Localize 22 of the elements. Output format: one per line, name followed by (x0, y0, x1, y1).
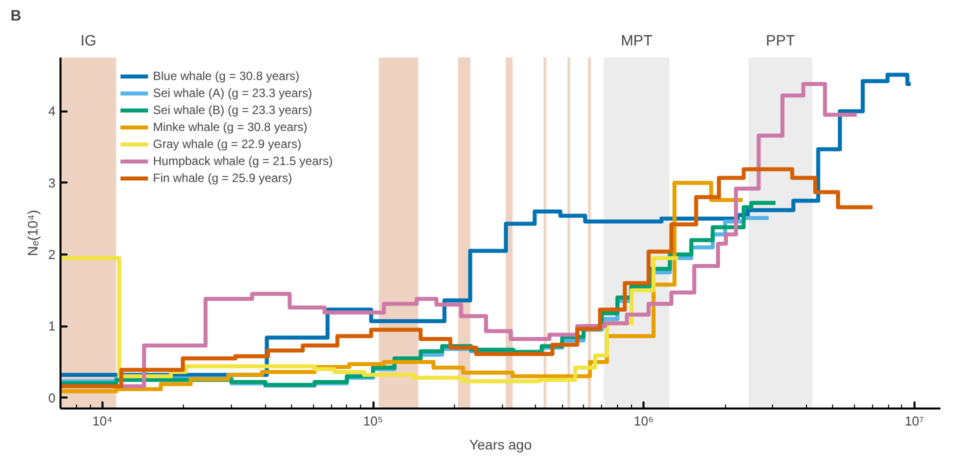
x-tick-label: 10⁷ (904, 414, 924, 428)
x-tick-label: 10⁵ (363, 414, 383, 428)
legend-label: Gray whale (g = 22.9 years) (153, 136, 302, 152)
y-tick-label: 0 (48, 390, 56, 406)
legend-label: Minke whale (g = 30.8 years) (153, 119, 308, 135)
x-axis-title: Years ago (469, 436, 532, 452)
legend-label: Humpback whale (g = 21.5 years) (153, 153, 333, 169)
band-label: IG (80, 32, 96, 50)
x-tick-label: 10⁴ (92, 414, 112, 428)
chart-title: B (10, 8, 22, 24)
y-tick-label: 4 (48, 104, 56, 119)
x-tick-label: 10⁶ (634, 414, 654, 428)
band-label: MPT (620, 32, 652, 50)
legend-label: Sei whale (B) (g = 23.3 years) (153, 102, 312, 118)
legend-label: Blue whale (g = 30.8 years) (153, 68, 300, 84)
y-tick-label: 1 (48, 318, 56, 334)
y-axis-title: Nₑ(10⁴) (24, 210, 40, 256)
legend-label: Fin whale (g = 25.9 years) (153, 170, 292, 186)
y-tick-label: 3 (48, 175, 56, 190)
y-tick-label: 2 (48, 246, 56, 262)
band-label: PPT (766, 32, 796, 50)
legend-label: Sei whale (A) (g = 23.3 years) (153, 85, 312, 101)
